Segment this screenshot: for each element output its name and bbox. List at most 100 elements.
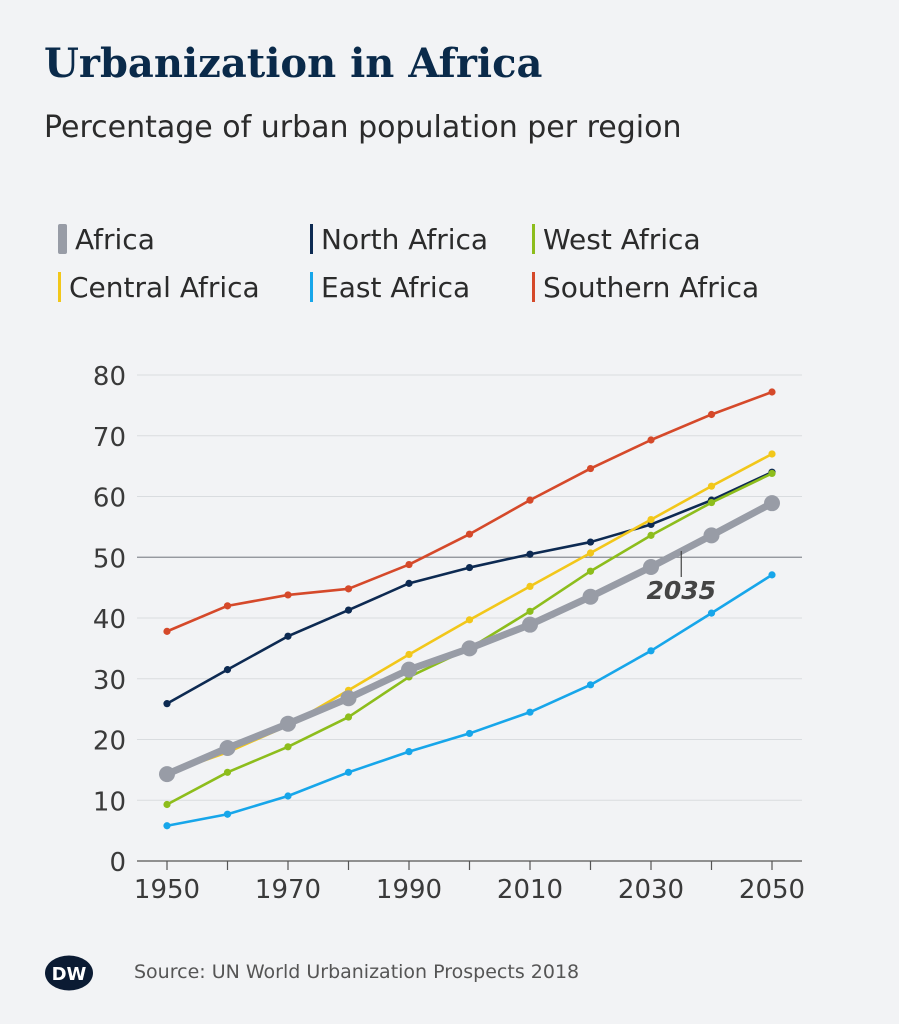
legend-label-east-africa: East Africa — [321, 270, 471, 304]
legend-label-southern-africa: Southern Africa — [543, 270, 760, 304]
point-southern-africa-2030 — [647, 436, 655, 444]
series-line-central-africa — [165, 452, 774, 775]
point-west-africa-2030 — [647, 531, 655, 539]
x-tick-label-1990: 1990 — [376, 875, 442, 905]
point-africa-2050 — [764, 495, 780, 512]
point-southern-africa-1990 — [405, 560, 413, 569]
series-line-west-africa — [165, 472, 774, 806]
point-north-africa-1980 — [344, 606, 353, 614]
legend-swatch-southern-africa — [532, 272, 535, 302]
point-southern-africa-2010 — [526, 496, 534, 504]
y-tick-label-30: 30 — [93, 666, 126, 696]
point-central-africa-2000 — [465, 616, 474, 624]
point-africa-2030 — [643, 558, 659, 575]
dw-logo-text: DW — [52, 964, 87, 985]
point-east-africa-2050 — [768, 571, 776, 579]
point-southern-africa-1980 — [344, 585, 353, 593]
point-southern-africa-2050 — [768, 388, 776, 396]
point-west-africa-2010 — [526, 607, 534, 615]
point-east-africa-1960 — [223, 810, 232, 818]
legend-swatch-africa — [58, 224, 67, 254]
point-east-africa-2040 — [707, 609, 716, 617]
legend-label-west-africa: West Africa — [543, 222, 701, 256]
y-tick-label-60: 60 — [93, 484, 126, 514]
point-east-africa-1990 — [405, 748, 413, 756]
y-tick-label-40: 40 — [93, 605, 126, 635]
legend-item-east-africa: East Africa — [310, 270, 532, 304]
point-west-africa-1970 — [284, 743, 292, 751]
point-africa-1980 — [340, 690, 357, 707]
point-southern-africa-1970 — [284, 591, 292, 599]
point-southern-africa-1950 — [163, 627, 171, 635]
legend-label-central-africa: Central Africa — [69, 270, 260, 304]
y-tick-label-0: 0 — [109, 848, 126, 878]
point-central-africa-2010 — [526, 582, 534, 591]
y-tick-label-50: 50 — [93, 544, 126, 574]
point-southern-africa-2020 — [586, 464, 595, 473]
point-africa-1960 — [219, 740, 236, 757]
point-east-africa-1950 — [163, 822, 171, 830]
point-east-africa-1980 — [344, 768, 353, 776]
x-tick-label-2010: 2010 — [497, 875, 563, 905]
point-southern-africa-2040 — [707, 410, 716, 419]
point-west-africa-2050 — [768, 469, 776, 478]
y-tick-label-70: 70 — [93, 423, 126, 453]
point-central-africa-2030 — [647, 515, 655, 524]
legend: Africa North Africa West Africa Central Afr… — [58, 222, 858, 304]
point-north-africa-1990 — [405, 579, 413, 587]
chart-title: Urbanization in Africa — [44, 40, 543, 87]
legend-swatch-east-africa — [310, 272, 313, 302]
point-north-africa-2010 — [526, 550, 534, 558]
point-north-africa-1960 — [223, 666, 232, 674]
legend-swatch-north-africa — [310, 224, 313, 254]
chart-subtitle: Percentage of urban population per regio… — [44, 110, 682, 145]
point-central-africa-2020 — [586, 549, 595, 557]
point-east-africa-2020 — [586, 681, 595, 689]
y-tick-label-10: 10 — [93, 787, 126, 817]
legend-label-north-africa: North Africa — [321, 222, 489, 256]
point-east-africa-2010 — [526, 708, 534, 716]
x-tick-label-2050: 2050 — [739, 875, 805, 905]
legend-item-west-africa: West Africa — [532, 222, 792, 256]
point-africa-2040 — [703, 527, 720, 544]
point-africa-1970 — [280, 715, 296, 732]
x-tick-label-1970: 1970 — [255, 875, 321, 905]
source-note: Source: UN World Urbanization Prospects … — [134, 961, 580, 983]
y-tick-label-20: 20 — [93, 727, 126, 757]
point-southern-africa-2000 — [465, 530, 474, 538]
legend-item-north-africa: North Africa — [310, 222, 532, 256]
point-africa-1990 — [401, 661, 417, 678]
point-west-africa-2040 — [707, 498, 716, 507]
x-tick-label-1950: 1950 — [134, 875, 200, 905]
point-central-africa-1990 — [405, 650, 413, 659]
point-africa-2000 — [461, 640, 478, 657]
point-southern-africa-1960 — [223, 602, 232, 610]
point-africa-2020 — [582, 588, 599, 605]
point-central-africa-2050 — [768, 450, 776, 458]
point-west-africa-1950 — [163, 800, 171, 809]
legend-item-africa: Africa — [58, 222, 310, 256]
point-west-africa-1980 — [344, 713, 353, 721]
legend-swatch-west-africa — [532, 224, 535, 254]
point-west-africa-2020 — [586, 567, 595, 575]
series-line-east-africa — [165, 573, 774, 828]
point-north-africa-1970 — [284, 632, 292, 640]
legend-swatch-central-africa — [58, 272, 61, 302]
annotation-2035: 2035 — [646, 576, 716, 605]
point-north-africa-1950 — [163, 700, 171, 708]
point-central-africa-2040 — [707, 482, 716, 490]
point-east-africa-1970 — [284, 792, 292, 800]
point-west-africa-1960 — [223, 768, 232, 776]
dw-logo: DW — [45, 955, 93, 991]
point-north-africa-2020 — [586, 538, 595, 546]
y-tick-label-80: 80 — [93, 362, 126, 392]
point-east-africa-2030 — [647, 647, 655, 655]
x-tick-label-2030: 2030 — [618, 875, 684, 905]
point-north-africa-2000 — [465, 563, 474, 572]
point-africa-2010 — [522, 616, 538, 633]
legend-item-southern-africa: Southern Africa — [532, 270, 792, 304]
legend-label-africa: Africa — [75, 222, 155, 256]
legend-item-central-africa: Central Africa — [58, 270, 310, 304]
point-africa-1950 — [159, 766, 175, 783]
